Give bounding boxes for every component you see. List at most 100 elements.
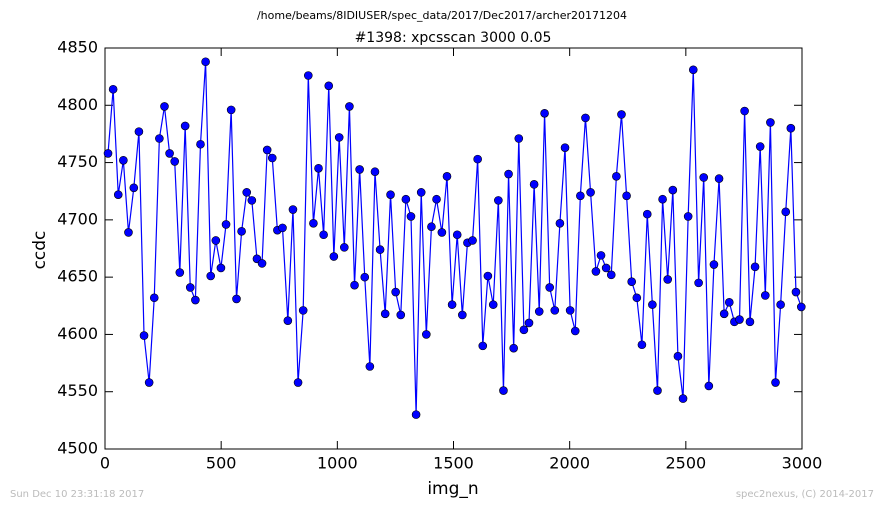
data-point	[750, 262, 760, 272]
data-point	[139, 331, 149, 340]
data-point	[648, 300, 657, 309]
data-point	[534, 307, 544, 316]
x-tick-label: 2500	[665, 454, 706, 473]
data-point	[509, 343, 518, 353]
data-point	[637, 340, 647, 350]
data-point	[119, 155, 128, 165]
footer-right: spec2nexus, (C) 2014-2017	[736, 489, 874, 500]
data-point	[375, 245, 385, 254]
data-point	[576, 191, 585, 201]
data-point	[678, 394, 688, 403]
data-point	[719, 309, 729, 319]
data-point	[504, 169, 513, 179]
y-axis-label: ccdc	[30, 231, 50, 270]
data-point	[432, 194, 441, 204]
data-point	[771, 378, 780, 387]
data-point	[642, 209, 652, 219]
data-point	[365, 362, 375, 371]
data-point	[437, 228, 447, 237]
chart-title: #1398: xpcsscan 3000 0.05	[355, 30, 552, 46]
data-point	[406, 212, 416, 221]
data-point	[422, 330, 431, 339]
data-point	[694, 278, 703, 288]
data-point	[601, 263, 611, 273]
footer-left: Sun Dec 10 23:31:18 2017	[10, 489, 144, 500]
x-tick-label: 1000	[317, 454, 358, 473]
data-point	[494, 196, 503, 205]
data-point	[740, 106, 749, 116]
data-point	[781, 207, 791, 217]
x-tick-label: 3000	[782, 454, 823, 473]
data-point	[124, 228, 133, 237]
data-point	[108, 84, 118, 94]
data-point	[160, 102, 169, 111]
x-tick-label: 500	[206, 454, 237, 473]
data-point	[550, 306, 560, 315]
data-point	[452, 230, 462, 240]
data-point	[540, 109, 549, 118]
data-point	[370, 167, 380, 177]
data-point	[745, 317, 755, 327]
data-point	[581, 113, 590, 123]
data-point	[196, 139, 205, 149]
data-point	[319, 230, 328, 240]
data-point	[386, 190, 395, 199]
data-point	[232, 294, 241, 304]
y-tick-label: 4750	[57, 152, 98, 171]
data-point	[226, 105, 236, 115]
data-point	[396, 310, 406, 320]
y-tick-label: 4550	[57, 381, 98, 400]
data-point	[360, 272, 370, 282]
data-point	[488, 300, 498, 309]
data-point	[596, 251, 606, 260]
data-point	[411, 410, 421, 419]
data-point	[334, 133, 344, 142]
data-point	[797, 302, 806, 312]
data-point	[144, 378, 154, 387]
data-point	[103, 149, 113, 158]
data-point	[529, 180, 539, 189]
data-point	[288, 205, 298, 214]
y-tick-label: 4800	[57, 95, 98, 114]
data-point	[175, 268, 185, 277]
data-point	[345, 102, 354, 111]
data-point	[134, 127, 144, 136]
data-point	[473, 154, 482, 164]
data-point	[786, 123, 796, 133]
data-point	[185, 283, 195, 292]
data-point	[586, 188, 595, 197]
data-point	[221, 220, 231, 229]
data-point	[791, 287, 801, 297]
data-point	[113, 190, 123, 199]
data-point	[247, 196, 257, 205]
data-point	[514, 134, 524, 143]
x-tick-label: 2000	[549, 454, 590, 473]
suptitle: /home/beams/8IDIUSER/spec_data/2017/Dec2…	[257, 9, 627, 22]
data-point	[766, 118, 775, 127]
data-point	[257, 259, 267, 268]
data-point	[278, 223, 287, 233]
data-point	[468, 236, 477, 245]
data-line	[107, 61, 802, 415]
data-point	[262, 145, 272, 155]
data-point	[683, 212, 693, 221]
data-point	[704, 381, 714, 391]
data-point	[499, 386, 508, 395]
data-point	[206, 271, 216, 281]
data-point	[668, 185, 678, 195]
data-point	[293, 378, 303, 387]
data-point	[340, 243, 349, 252]
data-point	[283, 316, 293, 325]
data-point	[699, 173, 709, 182]
data-point	[524, 318, 534, 328]
data-point	[350, 280, 359, 290]
y-tick-label: 4500	[57, 439, 98, 458]
data-point	[653, 386, 662, 395]
data-point	[591, 267, 601, 276]
data-point	[129, 183, 139, 193]
data-point	[267, 153, 277, 163]
data-point	[401, 194, 411, 204]
data-point	[447, 300, 457, 309]
data-point	[570, 326, 580, 336]
